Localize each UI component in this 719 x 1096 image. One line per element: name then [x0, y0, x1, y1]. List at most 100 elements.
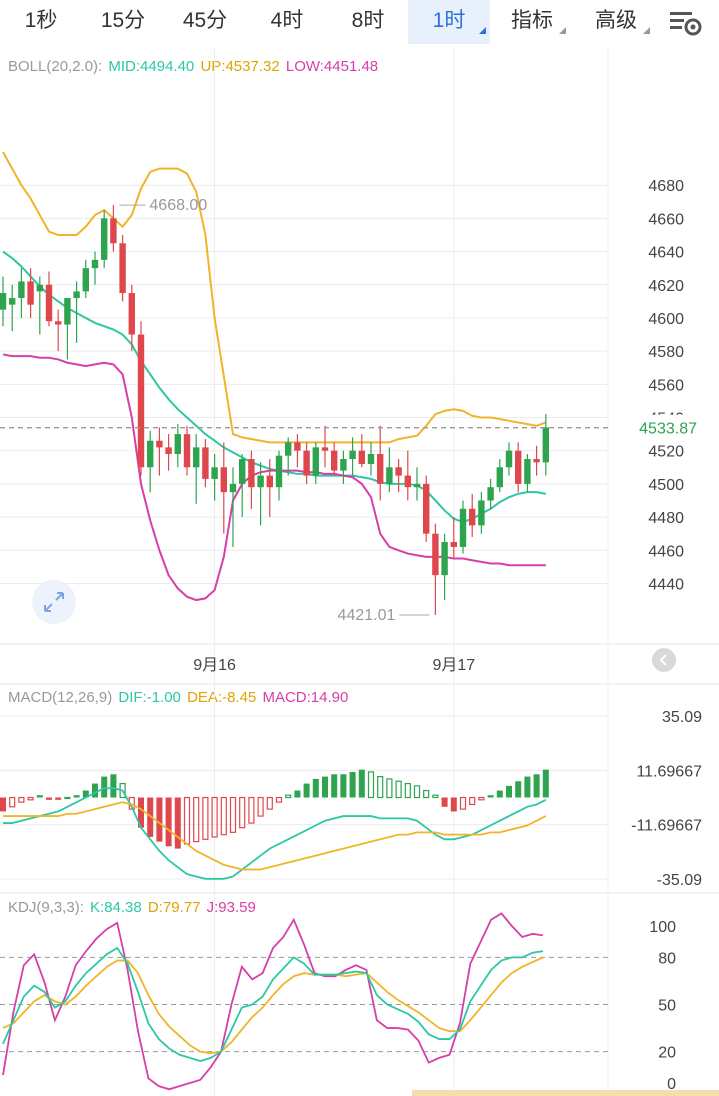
macd-histogram-bar [432, 794, 439, 799]
macd-histogram-bar [441, 797, 448, 807]
macd-dea-value: DEA:-8.45 [187, 689, 257, 706]
macd-histogram-bar [340, 774, 347, 798]
kdj-legend: KDJ(9,3,3): K:84.38 D:79.77 J:93.59 [8, 899, 258, 916]
tab-1h[interactable]: 1时 [408, 0, 490, 44]
boll-name: BOLL(20,2.0): [8, 58, 103, 75]
candle-body [183, 434, 191, 468]
tab-label: 8时 [351, 9, 385, 32]
candle-body [469, 508, 476, 526]
candle-body [377, 454, 384, 484]
kdj-tick-label: 100 [649, 919, 676, 936]
price-tick-label: 4640 [648, 245, 684, 262]
macd-histogram-bar [312, 778, 319, 798]
macd-value: MACD:14.90 [262, 689, 349, 706]
tab-label: 指标 [511, 9, 553, 32]
candle-body [450, 541, 457, 547]
tab-label: 1时 [432, 9, 466, 32]
tab-1s[interactable]: 1秒 [0, 0, 82, 44]
macd-tick-label: -35.09 [657, 872, 702, 889]
candle-body [285, 442, 292, 456]
collapse-pane-icon[interactable] [652, 648, 676, 672]
candle-body [73, 291, 80, 299]
period-tab-bar: 1秒 15分 45分 4时 8时 1时 指标 高级 [0, 0, 719, 48]
price-tick-label: 4440 [648, 576, 684, 593]
expand-arrows-glyph [44, 592, 64, 612]
price-tick-label: 4600 [648, 311, 684, 328]
kdj-tick-label: 50 [658, 998, 676, 1015]
macd-histogram-bar [386, 778, 393, 799]
candle-body [165, 447, 172, 455]
macd-histogram-bar [73, 795, 80, 798]
candle-body [147, 440, 154, 468]
macd-dif-value: DIF:-1.00 [118, 689, 181, 706]
macd-histogram-bar [285, 794, 292, 799]
tab-15min[interactable]: 15分 [82, 0, 164, 44]
price-tick-label: 4580 [648, 344, 684, 361]
macd-histogram-bar [174, 797, 181, 849]
macd-histogram-bar [395, 780, 402, 799]
boll-low-value: LOW:4451.48 [285, 58, 379, 75]
candle-body [459, 508, 467, 547]
boll-upper-line [2, 151, 547, 444]
macd-legend: MACD(12,26,9) DIF:-1.00 DEA:-8.45 MACD:1… [8, 689, 350, 706]
kdj-d-line [2, 956, 544, 1055]
candle-body [174, 434, 181, 455]
macd-histogram-bar [349, 771, 356, 798]
macd-histogram-bar [367, 771, 375, 799]
dropdown-triangle-icon [643, 27, 650, 34]
candle-body [229, 483, 237, 493]
candle-body [340, 458, 347, 471]
macd-histogram-bar [165, 797, 172, 847]
macd-dif-line [3, 787, 547, 880]
current-price-tag [612, 414, 719, 441]
macd-histogram-bar [496, 790, 503, 798]
tab-4h[interactable]: 4时 [246, 0, 328, 44]
tab-label: 4时 [270, 9, 304, 32]
tab-45min[interactable]: 45分 [164, 0, 246, 44]
chart-settings-icon[interactable] [664, 4, 708, 40]
boll-legend: BOLL(20,2.0): MID:4494.40 UP:4537.32 LOW… [8, 58, 380, 75]
candle-body [82, 268, 89, 292]
macd-histogram-bar [358, 769, 365, 798]
macd-tick-label: 11.69667 [636, 763, 702, 780]
macd-histogram-bar [211, 796, 218, 838]
tab-advanced[interactable]: 高级 [578, 0, 654, 44]
candle-body [239, 458, 246, 484]
candle-body [257, 475, 264, 488]
tab-label: 15分 [100, 9, 146, 32]
fullscreen-icon[interactable] [32, 580, 76, 624]
macd-histogram-bar [46, 797, 52, 800]
chevron-left-icon [659, 654, 667, 666]
dropdown-triangle-icon [559, 27, 566, 34]
tab-label: 1秒 [24, 9, 58, 32]
candle-body [9, 298, 16, 305]
dropdown-triangle-icon [479, 27, 486, 34]
candle-body [275, 455, 283, 488]
macd-histogram-bar [36, 795, 43, 798]
macd-histogram-bar [404, 782, 411, 799]
macd-histogram-bar [248, 796, 255, 824]
candle-body [542, 427, 549, 463]
candle-body [496, 467, 503, 488]
kdj-j-line [2, 912, 544, 1091]
current-price-label: 4533.87 [639, 421, 697, 438]
macd-histogram-bar [515, 781, 522, 798]
macd-histogram-bar [0, 797, 6, 812]
candle-body [358, 450, 365, 464]
candle-body [515, 450, 522, 484]
tab-indicators[interactable]: 指标 [494, 0, 570, 44]
kdj-tick-label: 80 [658, 950, 676, 967]
candle-body [487, 487, 494, 501]
candle-body [211, 467, 218, 479]
candle-body [505, 450, 513, 468]
macd-histogram-bar [101, 776, 108, 798]
candle-body [156, 440, 163, 448]
macd-histogram-bar [18, 796, 25, 803]
date-tick-label: 9月17 [432, 657, 475, 674]
candle-body [101, 218, 108, 260]
chart-settings-glyph [670, 12, 702, 36]
tab-8h[interactable]: 8时 [328, 0, 408, 44]
macd-histogram-bar [183, 796, 191, 845]
max-price-label: 4668.00 [149, 197, 207, 214]
